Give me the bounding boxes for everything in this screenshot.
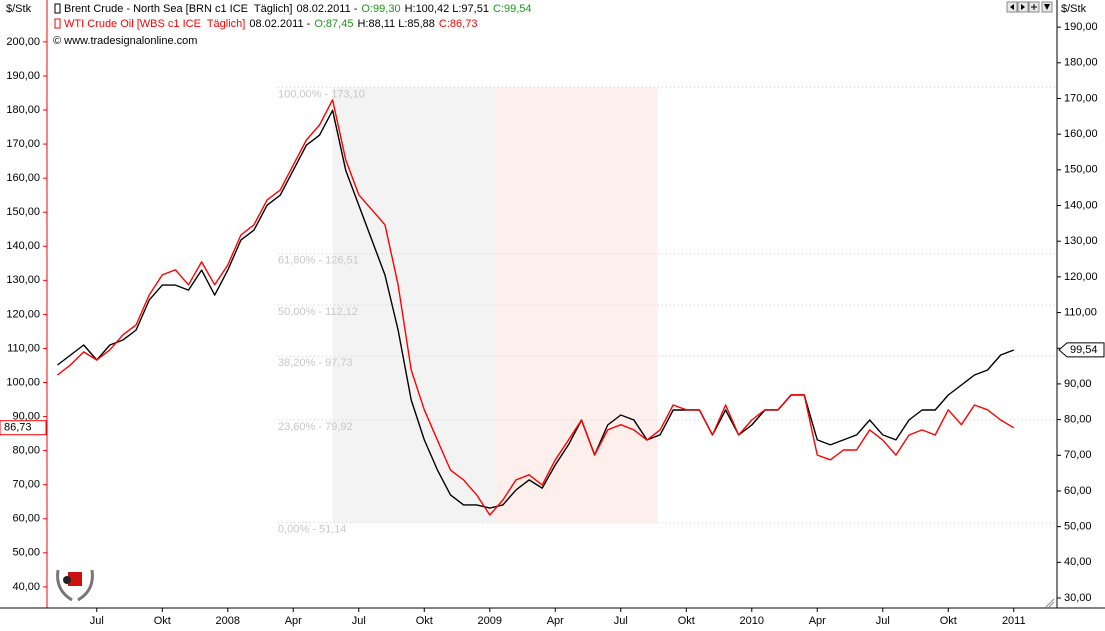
x-tick-label: 2008 xyxy=(216,615,240,627)
quote-close: C:99,54 xyxy=(493,3,532,15)
nav-menu-icon xyxy=(1044,4,1050,10)
y-tick-label: 120,00 xyxy=(6,308,40,320)
y2-tick-label: 40,00 xyxy=(1064,556,1092,568)
y-tick-label: 180,00 xyxy=(6,104,40,116)
y2-tick-label: 110,00 xyxy=(1064,306,1097,318)
x-tick-label: Jul xyxy=(352,615,366,627)
last-value-label: 99,54 xyxy=(1070,344,1098,356)
series-name: Brent Crude - North Sea [BRN c1 ICE Tägl… xyxy=(64,3,292,15)
fib-zone xyxy=(332,87,496,523)
legend-entry: Brent Crude - North Sea [BRN c1 ICE Tägl… xyxy=(64,3,532,15)
quote-close: C:86,73 xyxy=(439,18,478,30)
y-tick-label: 40,00 xyxy=(12,581,40,593)
y-tick-label: 70,00 xyxy=(12,479,40,491)
logo xyxy=(56,569,94,602)
y2-tick-label: 180,00 xyxy=(1064,57,1098,69)
y2-tick-label: 70,00 xyxy=(1064,449,1092,461)
quote-high-low: H:100,42 L:97,51 xyxy=(405,3,489,15)
x-tick-label: Jul xyxy=(90,615,104,627)
y2-tick-label: 60,00 xyxy=(1064,485,1092,497)
y2-tick-label: 190,00 xyxy=(1064,21,1098,33)
quote-high-low: H:88,11 L:85,88 xyxy=(357,18,434,30)
logo-box xyxy=(68,572,82,586)
quote-date: 08.02.2011 - xyxy=(249,18,310,30)
x-tick-label: Jul xyxy=(614,615,628,627)
quote-open: O:87,45 xyxy=(314,18,353,30)
nav-buttons[interactable] xyxy=(1006,1,1053,13)
last-value-tag xyxy=(1058,342,1105,358)
logo-laurel xyxy=(77,569,94,602)
y-tick-label: 160,00 xyxy=(6,172,40,184)
x-tick-label: 2010 xyxy=(740,615,764,627)
fib-level-label: 50,00% - 112,12 xyxy=(278,306,358,318)
x-tick-label: Apr xyxy=(285,615,302,627)
fib-level-label: 23,60% - 79,92 xyxy=(278,421,353,433)
fib-zone xyxy=(495,87,658,523)
fib-level-label: 0,00% - 51,14 xyxy=(278,523,347,535)
quote-date: 08.02.2011 - xyxy=(296,3,357,15)
x-tick-label: Okt xyxy=(154,615,171,627)
y-tick-label: 190,00 xyxy=(6,70,40,82)
y2-tick-label: 140,00 xyxy=(1064,199,1098,211)
y2-tick-label: 80,00 xyxy=(1064,414,1092,426)
series-name: WTI Crude Oil [WBS c1 ICE Täglich] xyxy=(64,18,245,30)
y-tick-label: 130,00 xyxy=(6,274,40,286)
copyright: © www.tradesignalonline.com xyxy=(53,35,197,47)
fib-level-label: 100,00% - 173,10 xyxy=(278,88,365,100)
nav-left-icon xyxy=(1010,4,1014,10)
right-axis-unit: $/Stk xyxy=(1061,3,1087,15)
y2-tick-label: 170,00 xyxy=(1064,92,1098,104)
y2-tick-label: 50,00 xyxy=(1064,521,1092,533)
x-tick-label: 2009 xyxy=(478,615,502,627)
y-tick-label: 90,00 xyxy=(12,410,40,422)
y-tick-label: 100,00 xyxy=(6,376,40,388)
y2-tick-label: 160,00 xyxy=(1064,128,1098,140)
y-tick-label: 150,00 xyxy=(6,206,40,218)
resize-grip[interactable] xyxy=(1045,598,1055,608)
legend-icon xyxy=(54,3,61,14)
y2-tick-label: 90,00 xyxy=(1064,378,1092,390)
legend-icon xyxy=(54,18,61,29)
y-tick-label: 170,00 xyxy=(6,138,40,150)
y2-tick-label: 30,00 xyxy=(1064,592,1092,604)
last-value-label: 86,73 xyxy=(4,422,32,434)
fib-level-label: 61,80% - 126,51 xyxy=(278,255,359,267)
y2-tick-label: 120,00 xyxy=(1064,271,1098,283)
y-tick-label: 60,00 xyxy=(12,513,40,525)
y-tick-label: 50,00 xyxy=(12,547,40,559)
series-line xyxy=(57,109,1015,509)
fib-level-label: 38,20% - 97,73 xyxy=(278,357,353,369)
x-tick-label: Okt xyxy=(416,615,433,627)
y-tick-label: 80,00 xyxy=(12,445,40,457)
last-value-tag xyxy=(0,420,47,436)
y-tick-label: 140,00 xyxy=(6,240,40,252)
nav-right-icon xyxy=(1021,4,1025,10)
series-line xyxy=(57,99,1015,516)
y-tick-label: 200,00 xyxy=(6,36,40,48)
x-tick-label: Apr xyxy=(809,615,826,627)
logo-laurel xyxy=(56,569,73,602)
legend-entry: WTI Crude Oil [WBS c1 ICE Täglich] 08.02.… xyxy=(64,18,477,30)
logo-head xyxy=(63,576,71,584)
x-tick-label: Okt xyxy=(940,615,957,627)
y2-tick-label: 150,00 xyxy=(1064,164,1098,176)
y2-tick-label: 130,00 xyxy=(1064,235,1098,247)
nav-zoom-icon xyxy=(1031,4,1037,10)
quote-open: O:99,30 xyxy=(361,3,400,15)
x-tick-label: Okt xyxy=(678,615,695,627)
x-tick-label: Apr xyxy=(547,615,564,627)
x-tick-label: Jul xyxy=(876,615,890,627)
y-tick-label: 110,00 xyxy=(7,342,40,354)
x-tick-label: 2011 xyxy=(1002,615,1026,627)
left-axis-unit: $/Stk xyxy=(6,3,32,15)
